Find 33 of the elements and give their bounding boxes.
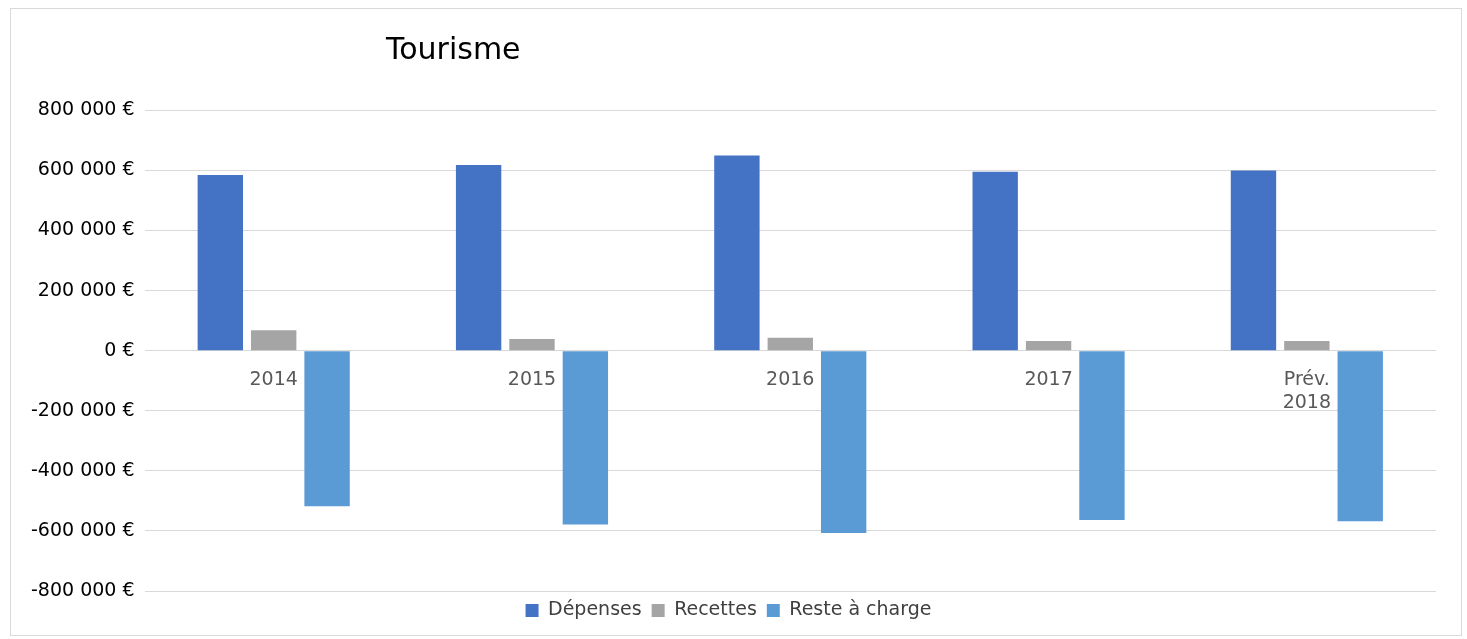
y-tick-label: -200 000 € [30, 397, 135, 420]
y-tick-label: 400 000 € [37, 217, 135, 240]
legend-label: Recettes [674, 597, 757, 620]
bar [197, 174, 244, 351]
bar [820, 351, 867, 534]
x-tick-label: 2014 [249, 367, 298, 390]
bar [251, 330, 297, 351]
x-tick-label: Prév. 2018 [1282, 367, 1332, 412]
legend-label: Dépenses [548, 597, 642, 620]
bar [1284, 341, 1330, 351]
x-tick-label: 2016 [766, 367, 815, 390]
bar [972, 171, 1018, 351]
x-tick-label: 2017 [1024, 367, 1073, 390]
x-tick-label: 2015 [507, 367, 557, 390]
bar [304, 351, 350, 507]
bar [1337, 351, 1383, 522]
y-tick-label: -600 000 € [30, 517, 135, 540]
chart-title: Tourisme [386, 31, 521, 66]
bar [562, 351, 609, 525]
y-tick-label: 800 000 € [37, 97, 135, 120]
bar [714, 155, 760, 351]
bar [455, 165, 502, 351]
bar [509, 338, 555, 351]
bar [767, 337, 813, 351]
y-tick-label: -800 000 € [30, 577, 135, 600]
bar [1079, 351, 1125, 521]
y-tick-label: 200 000 € [37, 277, 135, 300]
y-tick-label: 600 000 € [37, 157, 135, 180]
y-tick-label: -400 000 € [30, 457, 135, 480]
bar [1025, 341, 1072, 351]
y-tick-label: 0 € [104, 337, 135, 360]
bar [1230, 170, 1277, 351]
legend-label: Reste à charge [789, 597, 932, 620]
